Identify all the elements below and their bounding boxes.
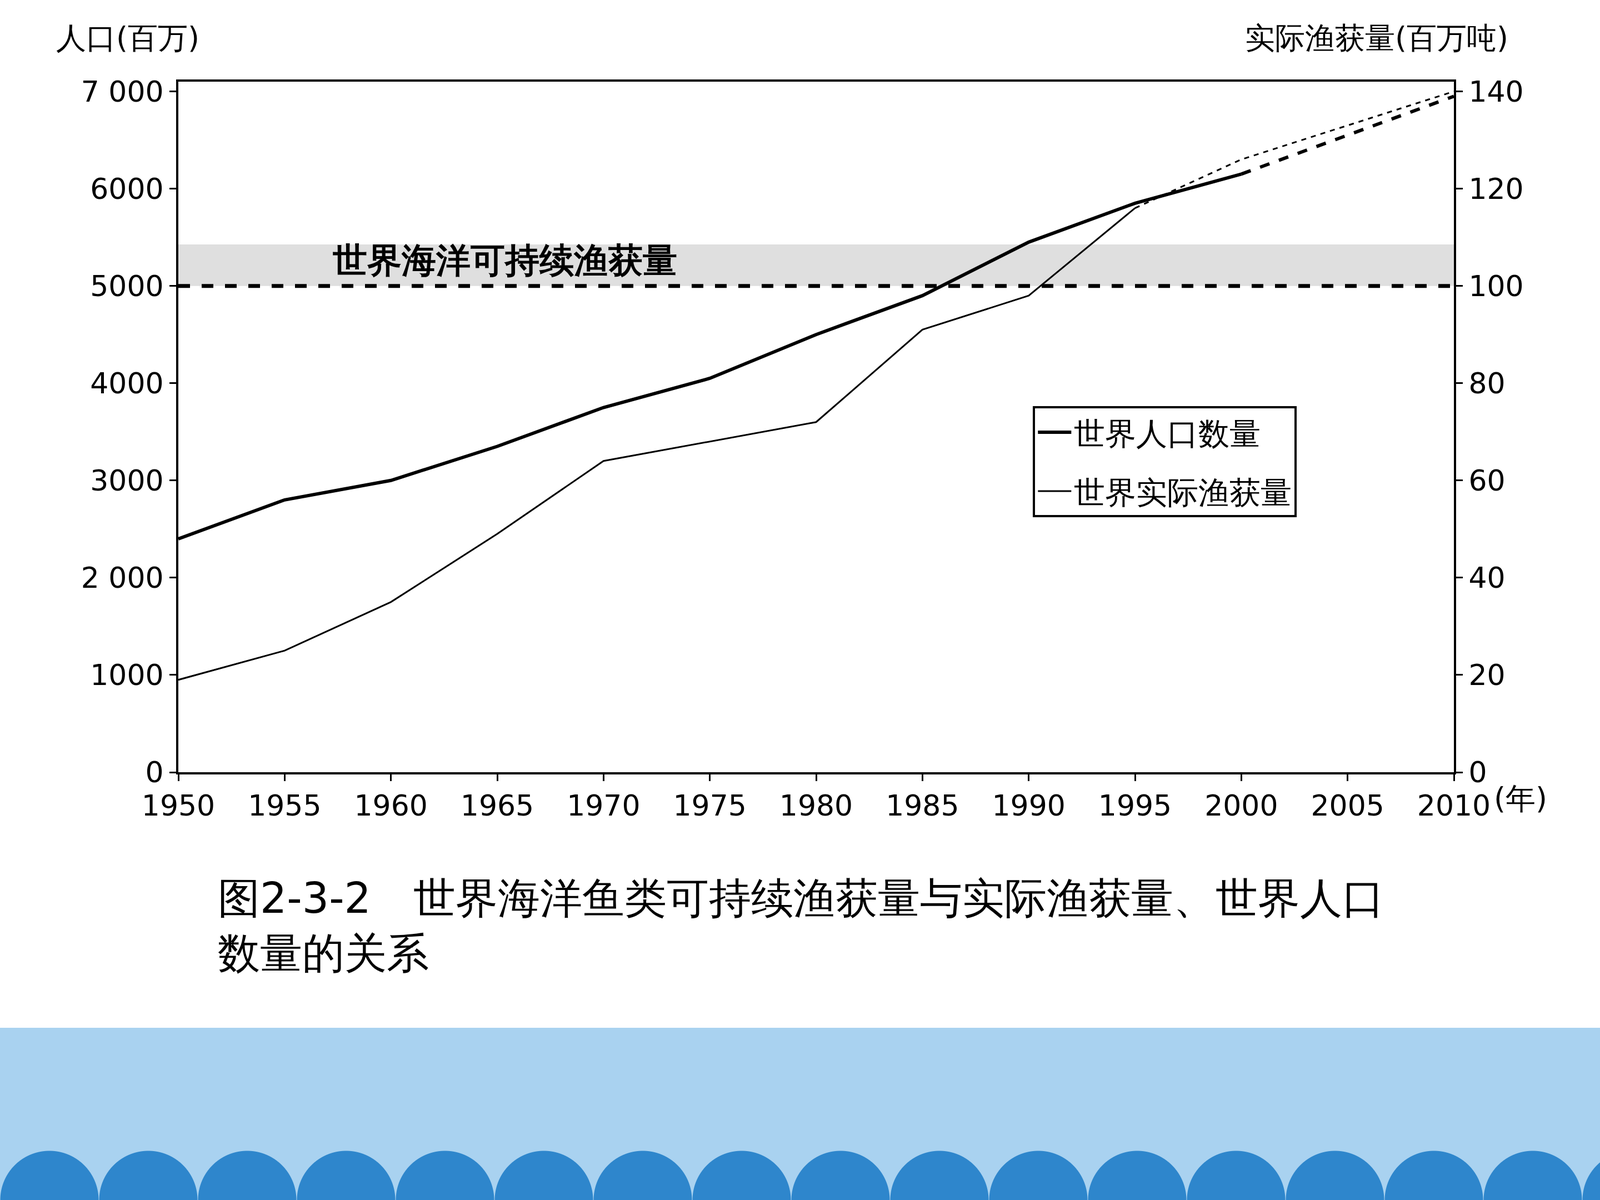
svg-text:120: 120 xyxy=(1468,172,1524,206)
svg-text:2 000: 2 000 xyxy=(81,561,164,595)
svg-text:1975: 1975 xyxy=(672,788,747,823)
svg-text:1985: 1985 xyxy=(885,788,959,823)
svg-text:世界实际渔获量: 世界实际渔获量 xyxy=(1073,474,1292,511)
svg-text:1960: 1960 xyxy=(353,788,428,823)
svg-text:5000: 5000 xyxy=(90,269,164,303)
svg-text:3000: 3000 xyxy=(90,463,164,498)
svg-text:140: 140 xyxy=(1468,75,1524,109)
svg-text:世界人口数量: 世界人口数量 xyxy=(1073,415,1261,452)
svg-text:2010: 2010 xyxy=(1417,788,1491,823)
svg-text:20: 20 xyxy=(1468,658,1505,692)
svg-text:1995: 1995 xyxy=(1098,788,1172,823)
svg-text:2005: 2005 xyxy=(1310,788,1384,823)
svg-text:实际渔获量(百万吨): 实际渔获量(百万吨) xyxy=(1245,20,1509,56)
svg-text:60: 60 xyxy=(1468,463,1505,498)
svg-text:1965: 1965 xyxy=(460,788,534,823)
svg-text:人口(百万): 人口(百万) xyxy=(56,20,200,56)
svg-text:6000: 6000 xyxy=(90,172,164,206)
svg-text:1990: 1990 xyxy=(991,788,1065,823)
svg-text:1980: 1980 xyxy=(779,788,853,823)
svg-text:7 000: 7 000 xyxy=(81,75,164,109)
svg-text:2000: 2000 xyxy=(1204,788,1278,823)
svg-text:1000: 1000 xyxy=(90,658,164,692)
svg-text:1970: 1970 xyxy=(566,788,640,823)
svg-text:图2-3-2 世界海洋鱼类可持续渔获量与实际渔获量、世界人口: 图2-3-2 世界海洋鱼类可持续渔获量与实际渔获量、世界人口数量的关系 xyxy=(217,873,1385,978)
svg-text:1955: 1955 xyxy=(247,788,322,823)
svg-text:100: 100 xyxy=(1468,269,1524,303)
svg-text:0: 0 xyxy=(1468,755,1487,789)
svg-text:40: 40 xyxy=(1468,561,1505,595)
svg-text:1950: 1950 xyxy=(141,788,215,823)
svg-text:(年): (年) xyxy=(1493,781,1548,817)
svg-text:80: 80 xyxy=(1468,366,1505,400)
svg-text:4000: 4000 xyxy=(90,366,164,400)
svg-text:世界海洋可持续渔获量: 世界海洋可持续渔获量 xyxy=(332,240,678,281)
svg-text:0: 0 xyxy=(145,755,164,789)
